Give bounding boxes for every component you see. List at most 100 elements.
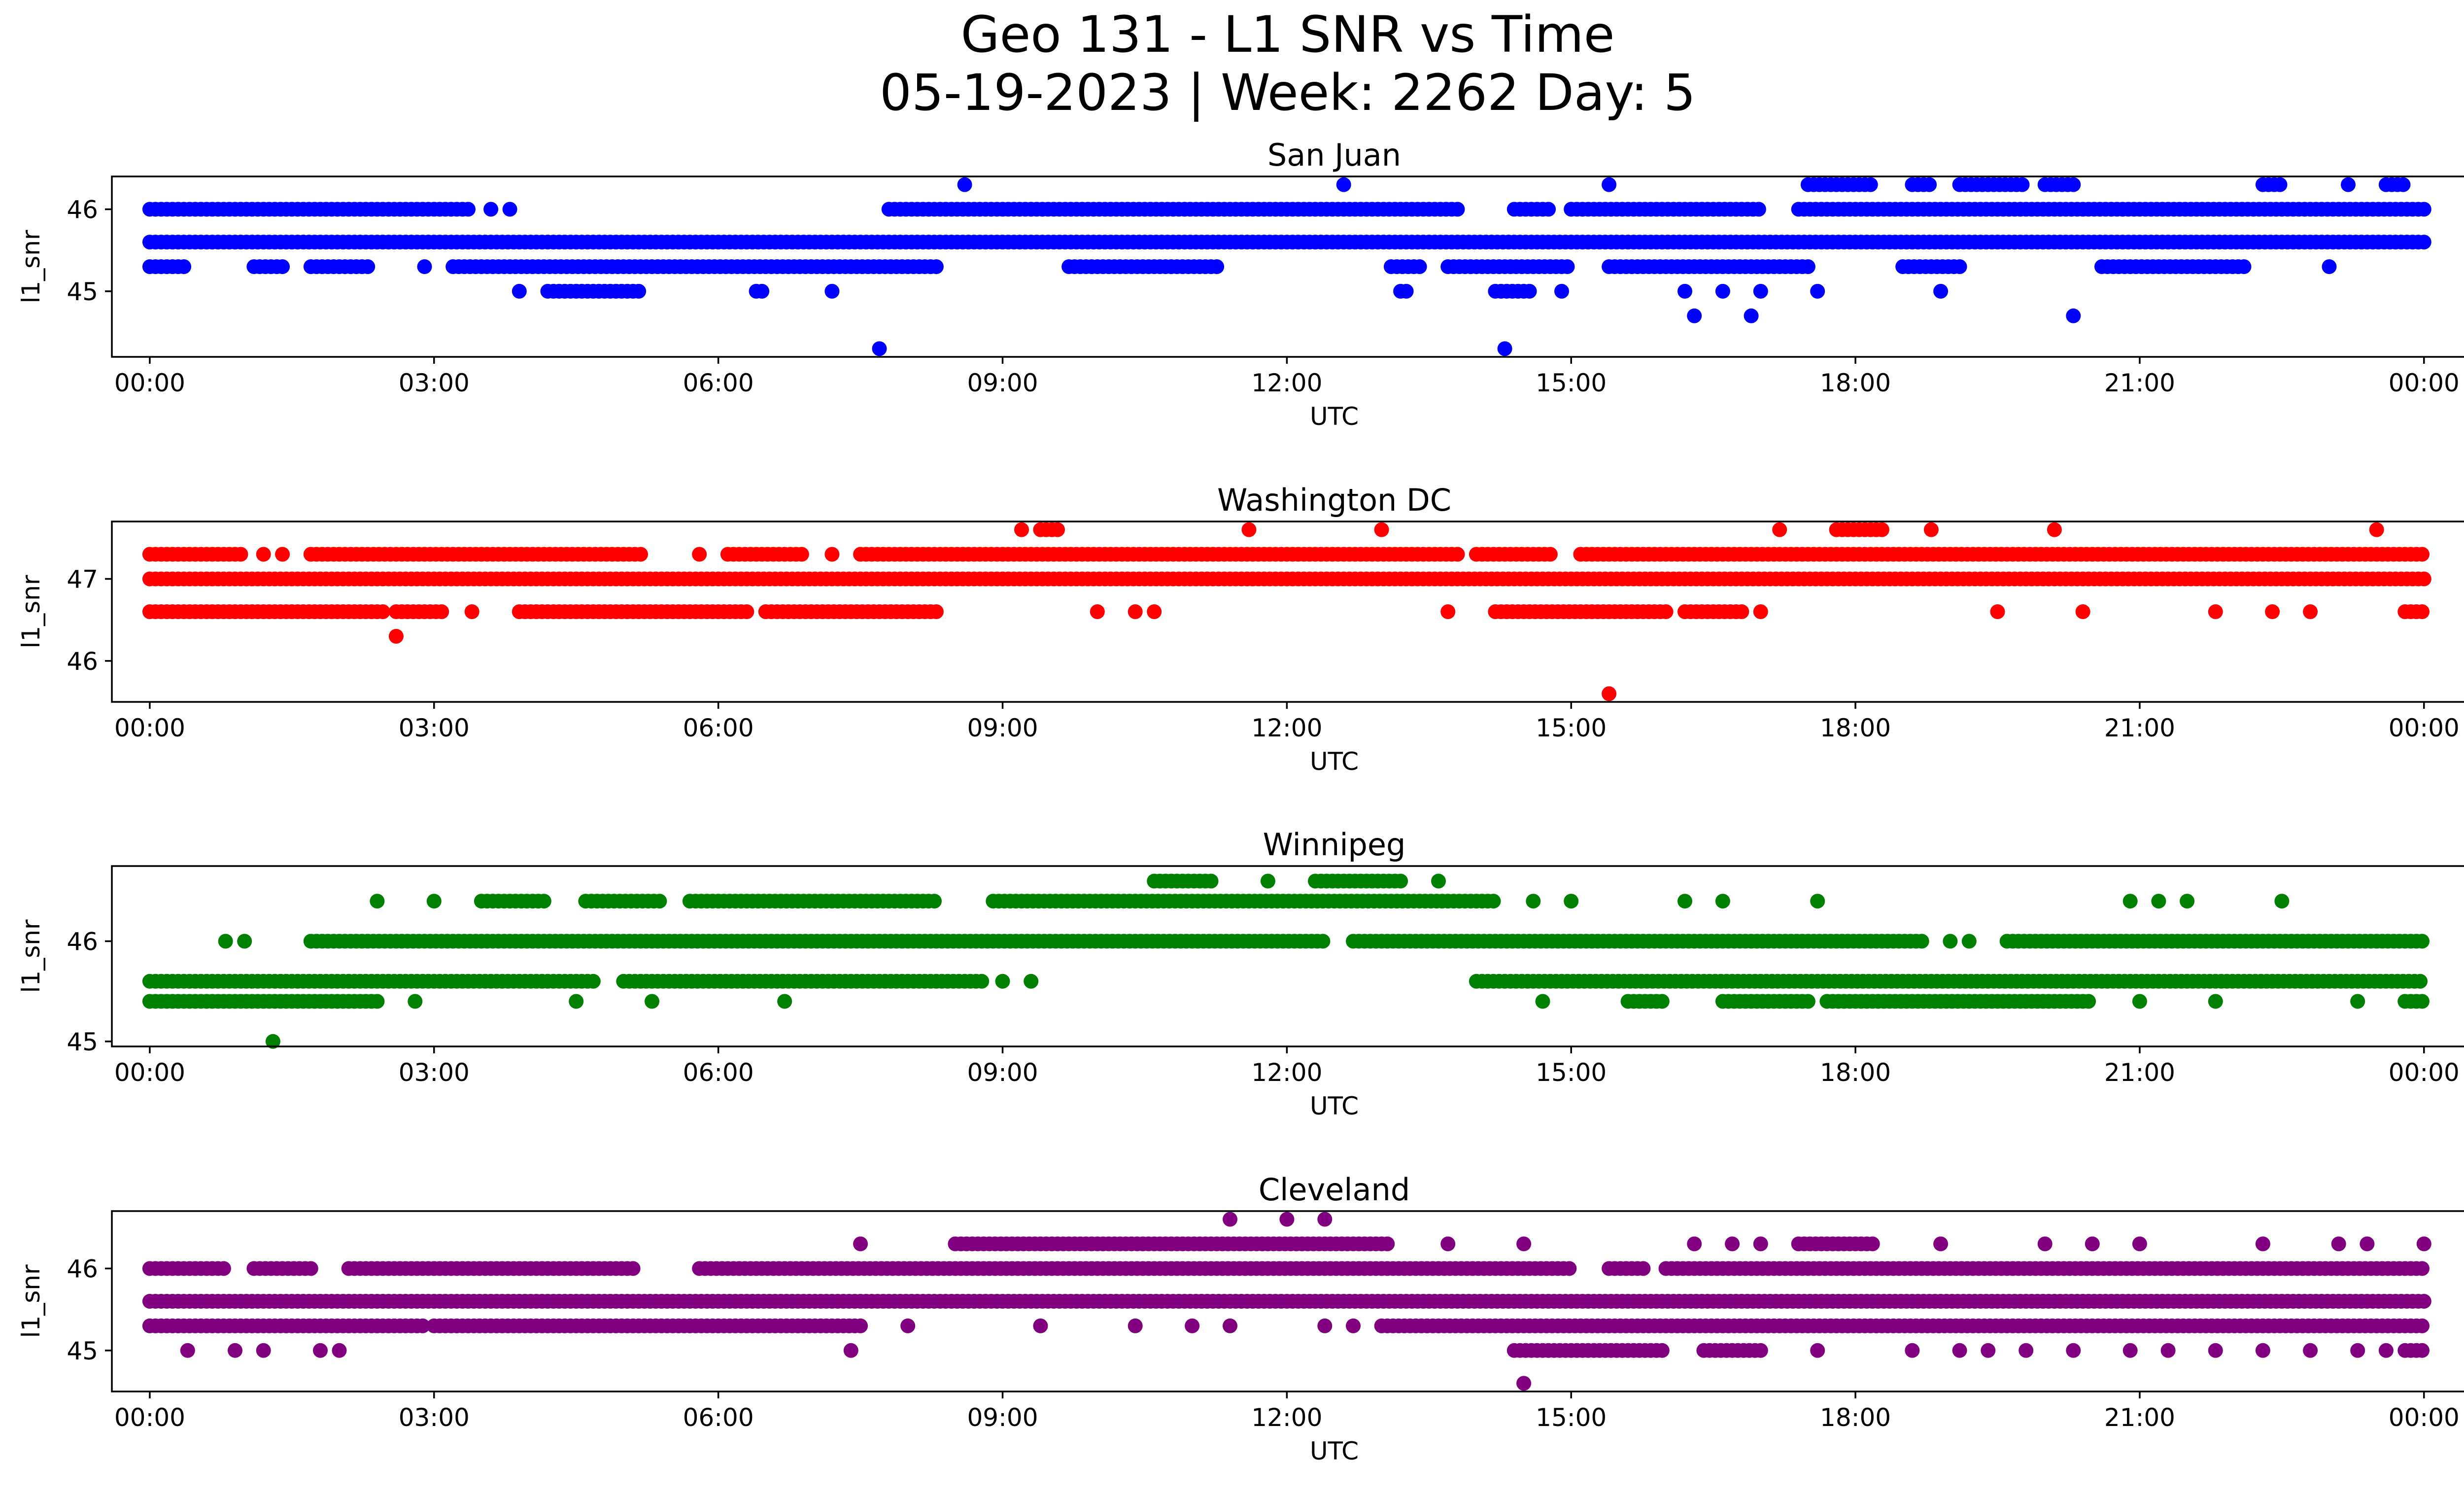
data-point <box>434 604 449 619</box>
data-point <box>843 1343 858 1358</box>
data-point <box>1914 934 1929 949</box>
data-point <box>1223 1212 1237 1227</box>
data-point <box>1744 308 1759 323</box>
data-point <box>1981 1343 1996 1358</box>
subplot-3: Winnipeg 00:00 03:00 06:00 09:00 12:00 15:00 18… <box>17 827 2464 1120</box>
data-point <box>2416 1236 2431 1252</box>
subplot-title: Winnipeg <box>1263 827 1406 863</box>
x-tick-label: 21:00 <box>2104 369 2175 397</box>
x-tick-label: 00:00 <box>2389 1403 2460 1432</box>
y-axis-label: l1_snr <box>17 919 45 993</box>
data-point <box>1554 283 1569 299</box>
y-tick-label: 46 <box>67 928 98 956</box>
data-point <box>1961 934 1977 949</box>
data-point <box>1734 604 1749 619</box>
axes-frame <box>111 1210 2464 1392</box>
data-point <box>1128 1318 1143 1333</box>
data-point <box>218 934 233 949</box>
y-tick-label: 46 <box>67 647 98 676</box>
y-axis-ticks: 46 47 <box>67 565 112 676</box>
data-point <box>2208 1343 2223 1358</box>
x-tick-label: 15:00 <box>1536 1058 1607 1087</box>
x-tick-label: 00:00 <box>114 1058 185 1087</box>
data-point <box>625 1261 641 1276</box>
x-tick-label: 06:00 <box>683 369 754 397</box>
data-point <box>1810 283 1825 299</box>
data-point <box>1933 1236 1949 1252</box>
data-point <box>1033 1318 1048 1333</box>
data-point <box>370 994 385 1009</box>
data-points <box>142 1212 2431 1391</box>
data-point <box>1241 522 1257 537</box>
x-tick-label: 03:00 <box>399 714 470 742</box>
subplot-2: Washington DC 00:00 03:00 06:00 09:00 12:00 15… <box>17 482 2464 776</box>
y-axis-ticks: 45 46 <box>67 196 112 306</box>
data-point <box>1753 604 1768 619</box>
data-point <box>275 259 290 274</box>
figure-title-line2: 05-19-2023 | Week: 2262 Day: 5 <box>880 64 1696 122</box>
data-point <box>927 894 942 909</box>
data-point <box>1279 1212 1295 1227</box>
data-point <box>1185 1318 1200 1333</box>
data-point <box>176 259 192 274</box>
data-point <box>1677 283 1692 299</box>
data-point <box>332 1343 347 1358</box>
data-point <box>794 547 809 562</box>
data-point <box>1535 994 1550 1009</box>
data-point <box>957 177 972 192</box>
y-tick-label: 46 <box>67 196 98 224</box>
y-axis-label: l1_snr <box>17 1264 45 1338</box>
data-point <box>1497 341 1512 356</box>
data-point <box>1922 177 1937 192</box>
axes-frame <box>111 865 2464 1047</box>
subplot-4: Cleveland 00:00 03:00 06:00 09:00 12:00 15:00 1… <box>17 1172 2464 1465</box>
data-point <box>2066 308 2081 323</box>
x-tick-label: 09:00 <box>967 369 1038 397</box>
subplot-title: Washington DC <box>1217 482 1451 518</box>
data-point <box>739 604 754 619</box>
data-point <box>2416 1294 2431 1309</box>
x-tick-label: 21:00 <box>2104 714 2175 742</box>
data-point <box>228 1343 242 1358</box>
data-point <box>2341 177 2356 192</box>
data-point <box>370 894 385 909</box>
data-point <box>2208 994 2223 1009</box>
x-tick-label: 18:00 <box>1820 714 1891 742</box>
data-point <box>692 547 707 562</box>
data-point <box>2132 1236 2147 1252</box>
data-point <box>1541 202 1556 217</box>
data-point <box>2208 604 2223 619</box>
data-point <box>928 604 944 619</box>
data-point <box>2416 202 2431 217</box>
data-point <box>2415 604 2430 619</box>
x-axis-ticks: 00:00 03:00 06:00 09:00 12:00 15:00 18:00 21:00… <box>114 357 2460 397</box>
data-point <box>1874 522 1889 537</box>
data-point <box>303 1261 318 1276</box>
data-point <box>2160 1343 2176 1358</box>
data-point <box>1654 994 1670 1009</box>
data-point <box>1317 1212 1333 1227</box>
x-tick-label: 18:00 <box>1820 1058 1891 1087</box>
data-point <box>512 283 527 299</box>
data-point <box>1715 894 1730 909</box>
data-point <box>1636 1261 1651 1276</box>
data-point <box>1715 283 1730 299</box>
data-point <box>824 547 840 562</box>
data-point <box>2081 994 2096 1009</box>
data-point <box>928 259 944 274</box>
subplot-title: San Juan <box>1267 137 1401 173</box>
data-point <box>1687 308 1702 323</box>
x-tick-label: 06:00 <box>683 1403 754 1432</box>
data-point <box>483 202 499 217</box>
data-point <box>1542 547 1558 562</box>
data-point <box>2122 894 2138 909</box>
data-point <box>2416 235 2431 250</box>
data-point <box>426 894 442 909</box>
data-point <box>2066 177 2081 192</box>
data-point <box>415 1318 430 1333</box>
data-point <box>1800 994 1815 1009</box>
data-point <box>1865 1236 1880 1252</box>
data-point <box>2415 547 2430 562</box>
y-tick-label: 45 <box>67 278 98 306</box>
data-point <box>237 934 252 949</box>
